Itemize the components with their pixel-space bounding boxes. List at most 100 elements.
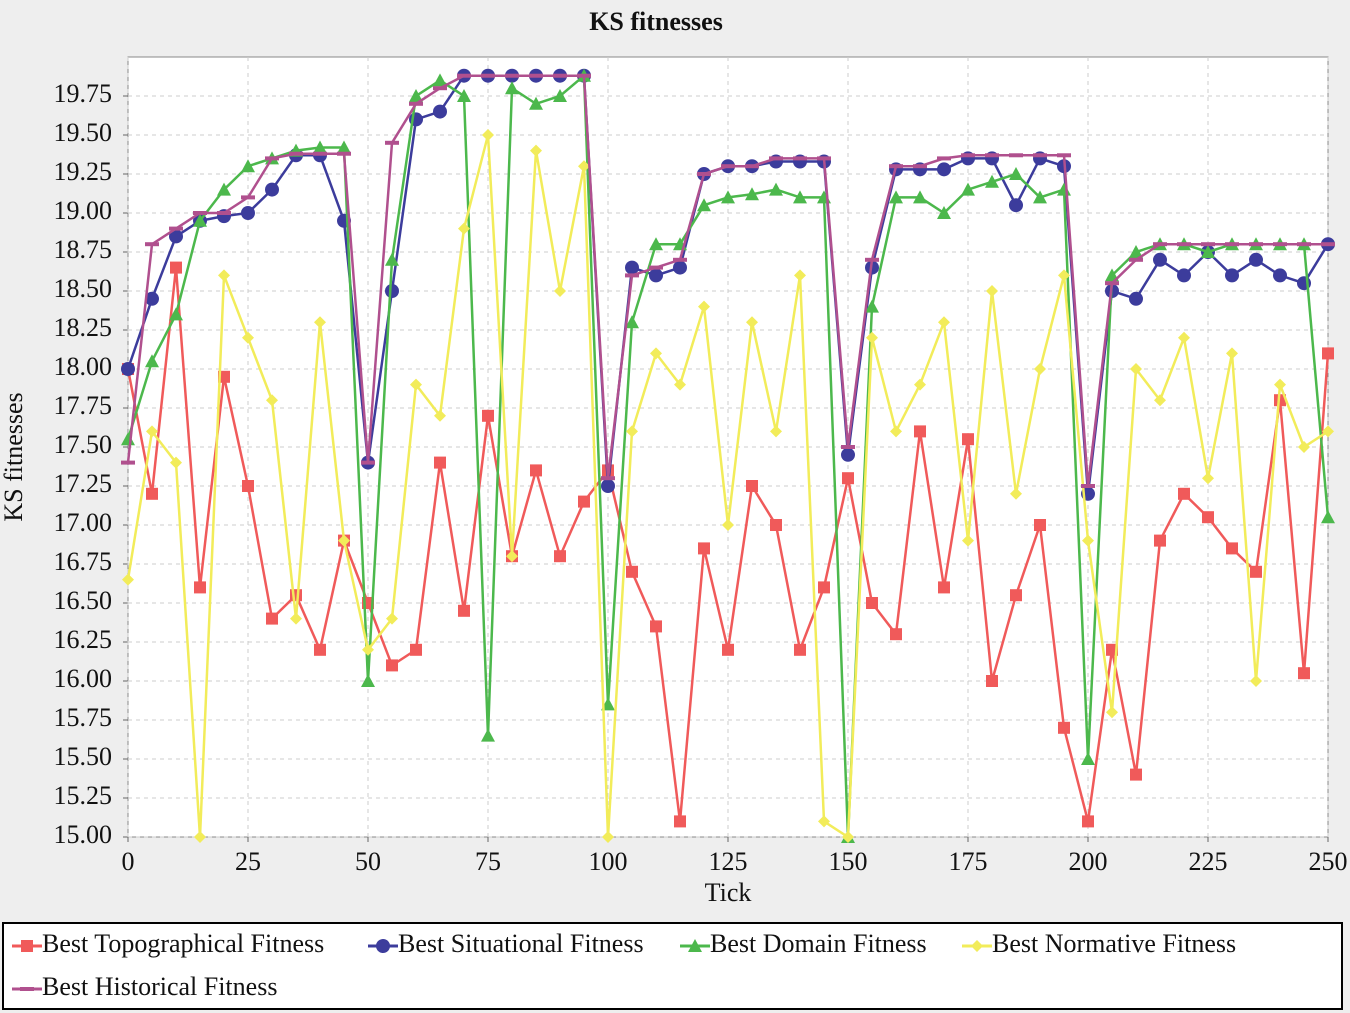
marker <box>1250 565 1262 578</box>
marker <box>673 260 687 275</box>
marker <box>688 939 702 952</box>
marker <box>337 140 351 154</box>
marker <box>1130 768 1142 781</box>
x-tick-label: 25 <box>235 847 261 876</box>
x-tick-label: 150 <box>829 847 868 876</box>
marker <box>121 362 135 376</box>
marker <box>1274 394 1286 407</box>
marker <box>866 597 878 609</box>
y-tick-label: 16.25 <box>54 625 113 654</box>
marker <box>649 237 663 251</box>
marker <box>169 307 183 321</box>
y-tick-label: 16.50 <box>54 586 113 615</box>
marker <box>1082 815 1094 828</box>
marker <box>1130 363 1142 375</box>
marker <box>338 534 350 547</box>
y-tick-label: 19.00 <box>54 196 113 225</box>
marker <box>722 643 734 656</box>
marker <box>1010 487 1022 500</box>
y-tick-label: 17.25 <box>54 469 113 498</box>
marker <box>362 643 374 656</box>
marker <box>601 476 615 481</box>
marker <box>145 354 159 368</box>
marker <box>842 472 854 485</box>
marker <box>553 73 567 78</box>
marker <box>937 162 951 177</box>
y-tick-label: 18.75 <box>54 235 113 264</box>
marker <box>625 273 639 278</box>
marker <box>386 659 398 672</box>
marker <box>1321 510 1335 524</box>
marker <box>793 156 807 161</box>
marker <box>376 939 390 953</box>
marker <box>505 73 519 78</box>
legend-label: Best Situational Fitness <box>398 929 644 958</box>
marker <box>1009 198 1023 213</box>
marker <box>505 81 519 95</box>
marker <box>1178 331 1190 344</box>
marker <box>385 140 399 145</box>
marker <box>554 550 566 563</box>
marker <box>986 285 998 297</box>
marker <box>1153 252 1167 267</box>
marker <box>698 300 710 313</box>
marker <box>841 447 855 462</box>
marker <box>890 628 902 641</box>
marker <box>241 159 255 173</box>
marker <box>1249 252 1263 267</box>
marker <box>793 190 807 204</box>
marker <box>650 347 662 360</box>
marker <box>1154 394 1166 407</box>
marker <box>721 190 735 204</box>
plot <box>121 68 1335 843</box>
marker <box>217 211 231 215</box>
marker <box>577 73 591 78</box>
marker <box>674 815 686 828</box>
x-tick-label: 75 <box>475 847 501 876</box>
y-axis-label: KS fitnesses <box>0 392 28 521</box>
marker <box>971 940 983 952</box>
marker <box>985 174 999 188</box>
x-tick-label: 225 <box>1189 847 1228 876</box>
grid: 15.00 15.25 15.50 15.75 16.00 16.25 16.50 16.75… <box>54 57 1348 876</box>
marker <box>290 612 302 625</box>
marker <box>193 211 207 215</box>
marker <box>986 675 998 687</box>
marker <box>818 815 830 828</box>
marker <box>1009 153 1023 158</box>
marker <box>794 643 806 656</box>
x-tick-label: 250 <box>1309 847 1348 876</box>
marker <box>169 226 183 231</box>
y-tick-label: 19.75 <box>54 79 113 108</box>
marker <box>746 316 758 329</box>
marker <box>1178 487 1190 500</box>
marker <box>386 612 398 625</box>
marker <box>529 73 543 78</box>
legend: Best Topographical Fitness Best Situation… <box>12 929 1236 1001</box>
marker <box>457 73 471 78</box>
marker <box>314 316 326 329</box>
marker <box>1250 675 1262 687</box>
marker <box>1297 242 1311 247</box>
legend-label: Best Topographical Fitness <box>42 929 324 958</box>
x-tick-label: 200 <box>1069 847 1108 876</box>
marker <box>506 550 518 563</box>
marker <box>1298 667 1310 680</box>
marker <box>313 151 327 156</box>
marker <box>938 316 950 329</box>
marker <box>697 198 711 212</box>
marker <box>650 620 662 633</box>
marker <box>674 378 686 391</box>
marker <box>385 252 399 266</box>
marker <box>1226 347 1238 360</box>
y-tick-label: 16.75 <box>54 547 113 576</box>
marker <box>842 831 854 843</box>
marker <box>457 89 471 102</box>
marker <box>1249 242 1263 247</box>
marker <box>865 257 879 262</box>
marker <box>145 242 159 247</box>
marker <box>1321 242 1335 247</box>
marker <box>626 425 638 438</box>
marker <box>409 101 423 106</box>
